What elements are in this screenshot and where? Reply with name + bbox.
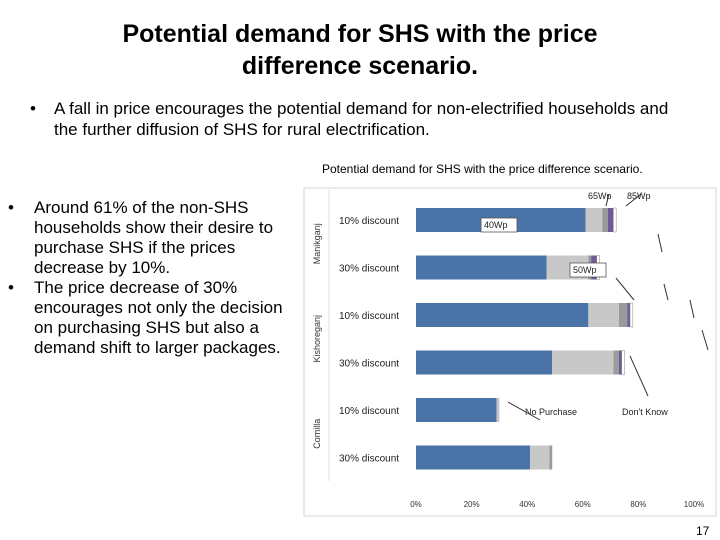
x-tick-label: 0%: [410, 500, 422, 509]
left-bullet-1: • Around 61% of the non-SHS households s…: [8, 198, 298, 278]
category-label: 10% discount: [339, 311, 399, 322]
bar-segment: [416, 303, 589, 327]
annotation-box: [569, 262, 607, 278]
leader-line: [689, 299, 695, 319]
leader-lines: [507, 193, 709, 421]
category-label: 30% discount: [339, 264, 399, 275]
bar-segment: [529, 445, 550, 470]
bars-layer: [416, 207, 634, 470]
bar-segment: [602, 208, 608, 232]
bar-segment: [627, 303, 631, 327]
x-tick-label: 20%: [464, 500, 480, 509]
top-bullet-text: A fall in price encourages the potential…: [54, 99, 669, 139]
leader-line: [615, 277, 635, 301]
bar-segment: [416, 350, 553, 375]
leader-line: [605, 193, 610, 207]
leader-line: [701, 329, 709, 351]
leader-line: [507, 401, 541, 421]
category-label: 10% discount: [339, 216, 399, 227]
left-bullet-2: • The price decrease of 30% encourages n…: [8, 278, 298, 358]
leader-line: [629, 355, 649, 397]
bullet-dot: •: [8, 198, 14, 217]
left-bullet-1-text: Around 61% of the non-SHS households sho…: [34, 198, 274, 277]
chart-caption: Potential demand for SHS with the price …: [322, 162, 643, 176]
x-tick-label: 80%: [630, 500, 646, 509]
category-label: 30% discount: [339, 359, 399, 370]
bar-segment: [585, 208, 603, 232]
x-tick-labels-layer: 0% 20% 40% 60% 80% 100%: [410, 500, 704, 509]
bar-segment: [549, 445, 553, 470]
bar-segment: [416, 445, 530, 470]
x-tick-label: 60%: [575, 500, 591, 509]
bar-segment: [552, 350, 614, 375]
leader-line: [625, 193, 642, 207]
category-label: 10% discount: [339, 406, 399, 417]
bar-segment: [613, 350, 619, 375]
group-label: Manikganj: [312, 223, 322, 264]
annotation-label: 65Wp: [588, 191, 612, 201]
bar-segment: [416, 255, 547, 280]
leader-line: [657, 233, 663, 253]
leader-line: [663, 283, 669, 301]
annotation-label: 40Wp: [484, 220, 508, 230]
slide-title: Potential demand for SHS with the price …: [122, 20, 598, 80]
annotation-box: [480, 217, 518, 233]
left-bullet-list: • Around 61% of the non-SHS households s…: [8, 198, 298, 358]
bar-segment: [496, 398, 500, 422]
left-bullet-2-text: The price decrease of 30% encourages not…: [34, 278, 283, 357]
bar-segment: [416, 398, 497, 422]
bar-segment: [607, 208, 614, 232]
bar-segment: [588, 303, 619, 327]
top-bullet: • A fall in price encourages the potenti…: [30, 98, 690, 140]
group-labels-layer: Manikganj Kishoreganj Comilla: [312, 223, 322, 449]
bar-segment: [613, 207, 617, 233]
annotation-label: No Purchase: [525, 407, 577, 417]
bullet-dot: •: [8, 278, 14, 297]
group-label: Comilla: [312, 419, 322, 449]
category-labels-layer: 10% discount 30% discount 10% discount 30% …: [339, 216, 399, 465]
page-number: 17: [696, 524, 710, 538]
bar-segment: [618, 303, 628, 327]
x-tick-label: 40%: [519, 500, 535, 509]
group-label: Kishoreganj: [312, 315, 322, 363]
annotation-label: 50Wp: [573, 265, 597, 275]
bar-segment: [618, 350, 622, 375]
bar-segment: [621, 350, 625, 375]
bar-segment: [629, 302, 634, 328]
annotation-label: Don't Know: [622, 407, 668, 417]
x-tick-label: 100%: [684, 500, 704, 509]
bullet-dot: •: [30, 99, 36, 118]
category-label: 30% discount: [339, 454, 399, 465]
